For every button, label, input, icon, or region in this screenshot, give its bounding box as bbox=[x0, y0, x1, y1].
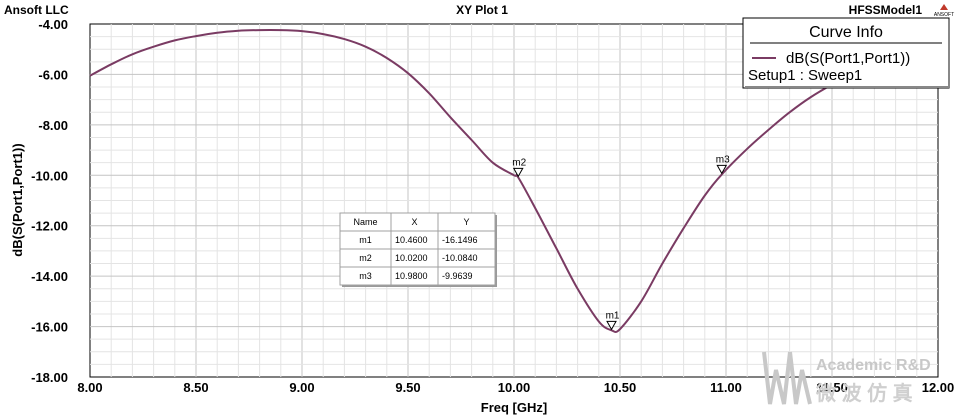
marker-table-header: Y bbox=[463, 217, 469, 227]
marker-table-header: X bbox=[411, 217, 417, 227]
curve-info-legend[interactable]: Curve Info dB(S(Port1,Port1)) Setup1 : S… bbox=[742, 17, 950, 89]
legend-title: Curve Info bbox=[809, 24, 883, 41]
x-tick-label: 11.50 bbox=[816, 380, 848, 395]
marker-label: m3 bbox=[716, 154, 730, 165]
legend-setup: Setup1 : Sweep1 bbox=[748, 67, 862, 84]
marker-table-value: 10.9800 bbox=[395, 271, 428, 281]
watermark-line2: 微 波 仿 真 bbox=[815, 381, 913, 405]
y-tick-label: -8.00 bbox=[38, 118, 68, 133]
marker-point bbox=[606, 320, 617, 331]
marker-label: m2 bbox=[512, 157, 526, 168]
x-tick-label: 9.50 bbox=[395, 380, 420, 395]
grid bbox=[90, 24, 938, 377]
markers-layer: m1 m2 m3 bbox=[512, 154, 730, 331]
x-axis-label: Freq [GHz] bbox=[481, 400, 547, 415]
y-tick-label: -16.00 bbox=[31, 320, 68, 335]
x-tick-label: 12.00 bbox=[922, 380, 955, 395]
plot-title: XY Plot 1 bbox=[456, 3, 508, 17]
marker-table-value: 10.0200 bbox=[395, 253, 428, 263]
series-layer bbox=[89, 28, 875, 333]
watermark-line1: Academic R&D bbox=[816, 357, 931, 374]
y-tick-label: -18.00 bbox=[31, 370, 68, 385]
marker-table: Name X Ym1 10.4600 -16.1496 m2 10.0200 -10.0840… bbox=[339, 212, 497, 287]
company-label: Ansoft LLC bbox=[4, 3, 69, 17]
y-tick-label: -12.00 bbox=[31, 219, 68, 234]
marker-table-value: -16.1496 bbox=[442, 235, 478, 245]
x-tick-label: 10.00 bbox=[498, 380, 531, 395]
marker-table-value: -10.0840 bbox=[442, 253, 478, 263]
marker-table-value: 10.4600 bbox=[395, 235, 428, 245]
y-tick-label: -6.00 bbox=[38, 67, 68, 82]
x-tick-label: 9.00 bbox=[289, 380, 314, 395]
marker-table-value: m2 bbox=[359, 253, 372, 263]
y-axis-label: dB(S(Port1,Port1)) bbox=[10, 143, 25, 256]
svg-text:ANSOFT: ANSOFT bbox=[934, 12, 954, 18]
marker-table-value: m1 bbox=[359, 235, 372, 245]
ansoft-logo-icon: ANSOFT bbox=[934, 4, 954, 18]
marker-label: m1 bbox=[606, 310, 620, 321]
legend-entry: dB(S(Port1,Port1)) bbox=[786, 50, 910, 67]
y-tick-label: -14.00 bbox=[31, 269, 68, 284]
marker-table-value: m3 bbox=[359, 271, 372, 281]
y-tick-label: -4.00 bbox=[38, 17, 68, 32]
watermark-logo-icon bbox=[762, 351, 812, 405]
series-line bbox=[89, 28, 875, 333]
x-tick-label: 8.00 bbox=[77, 380, 102, 395]
marker-table-value: -9.9639 bbox=[442, 271, 473, 281]
watermark: Academic R&D 微 波 仿 真 bbox=[762, 351, 931, 405]
marker-point bbox=[716, 164, 728, 175]
y-tick-label: -10.00 bbox=[31, 168, 68, 183]
axis-ticks: 8.00 8.50 9.00 9.50 10.00 10.50 11.00 11.50 12.0… bbox=[31, 17, 954, 395]
marker-point bbox=[512, 167, 524, 178]
model-name: HFSSModel1 bbox=[849, 3, 923, 17]
x-tick-label: 8.50 bbox=[183, 380, 208, 395]
marker-table-header: Name bbox=[353, 217, 377, 227]
x-tick-label: 11.00 bbox=[710, 380, 742, 395]
x-tick-label: 10.50 bbox=[604, 380, 637, 395]
marker-table-cell bbox=[437, 266, 496, 286]
